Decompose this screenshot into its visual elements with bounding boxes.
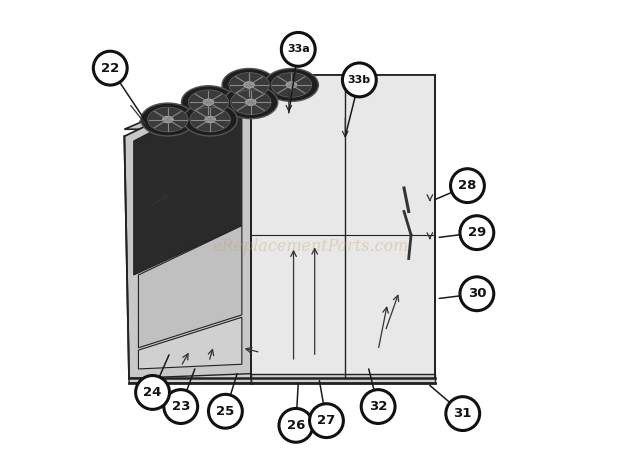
Ellipse shape — [188, 90, 229, 115]
Text: 27: 27 — [317, 414, 335, 427]
Ellipse shape — [231, 90, 271, 115]
Circle shape — [460, 277, 494, 311]
Text: eReplacementParts.com: eReplacementParts.com — [212, 238, 408, 255]
Circle shape — [164, 390, 198, 423]
Polygon shape — [125, 75, 345, 129]
Ellipse shape — [271, 72, 312, 97]
Circle shape — [309, 404, 343, 438]
Circle shape — [208, 394, 242, 428]
Text: 31: 31 — [454, 407, 472, 420]
Text: 29: 29 — [467, 226, 486, 239]
Ellipse shape — [148, 107, 188, 132]
Polygon shape — [125, 75, 251, 378]
Ellipse shape — [162, 116, 173, 123]
Ellipse shape — [205, 116, 216, 123]
Text: 24: 24 — [143, 386, 162, 399]
Circle shape — [361, 390, 395, 423]
Ellipse shape — [264, 69, 319, 102]
Text: 32: 32 — [369, 400, 388, 413]
Circle shape — [460, 216, 494, 250]
Ellipse shape — [183, 103, 237, 136]
Text: 26: 26 — [286, 419, 305, 432]
Circle shape — [451, 169, 484, 203]
Ellipse shape — [203, 99, 214, 106]
Circle shape — [94, 51, 127, 85]
Ellipse shape — [190, 107, 231, 132]
Polygon shape — [218, 75, 435, 129]
Circle shape — [342, 63, 376, 97]
Circle shape — [281, 32, 315, 66]
Ellipse shape — [246, 99, 256, 106]
Ellipse shape — [222, 69, 276, 102]
Ellipse shape — [141, 103, 195, 136]
Polygon shape — [138, 317, 242, 369]
Ellipse shape — [182, 86, 236, 119]
Polygon shape — [138, 226, 242, 348]
Text: 33a: 33a — [287, 44, 309, 55]
Ellipse shape — [244, 82, 254, 88]
Polygon shape — [251, 75, 435, 378]
Ellipse shape — [229, 72, 269, 97]
Text: 25: 25 — [216, 405, 234, 418]
Circle shape — [446, 397, 480, 431]
Text: 33b: 33b — [348, 75, 371, 85]
Text: 23: 23 — [172, 400, 190, 413]
Text: 22: 22 — [101, 62, 120, 75]
Ellipse shape — [286, 82, 297, 88]
Polygon shape — [251, 374, 435, 383]
Text: 28: 28 — [458, 179, 477, 192]
Ellipse shape — [224, 86, 278, 119]
Polygon shape — [129, 374, 251, 383]
Text: 30: 30 — [467, 287, 486, 300]
Polygon shape — [134, 85, 242, 275]
Circle shape — [136, 376, 169, 409]
Circle shape — [279, 408, 313, 442]
